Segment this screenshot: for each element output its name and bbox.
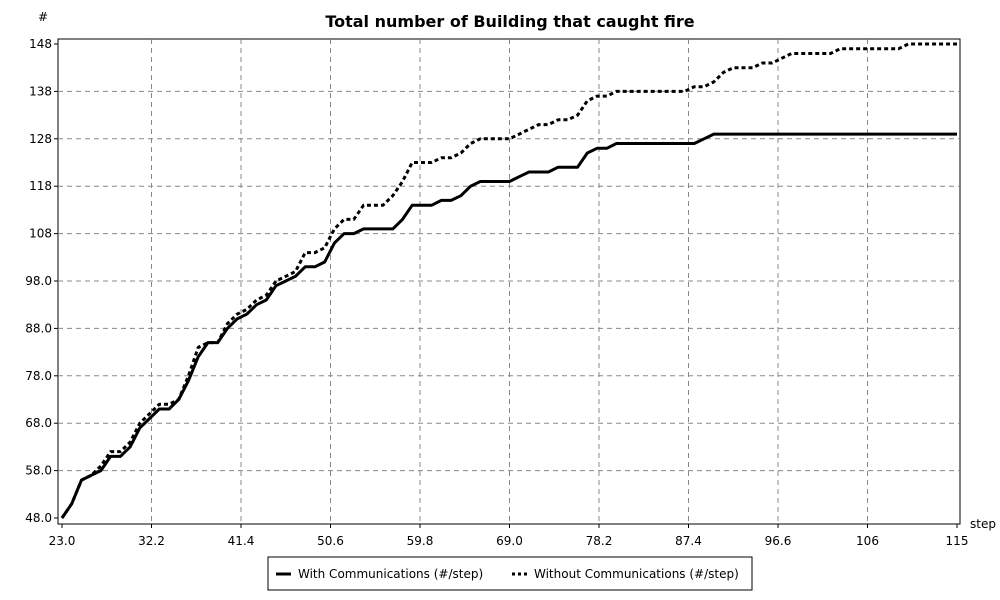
- y-axis-label: #: [38, 10, 48, 24]
- x-tick-label: 41.4: [228, 534, 255, 548]
- x-tick-label: 50.6: [317, 534, 344, 548]
- y-tick-label: 58.0: [25, 464, 52, 478]
- y-tick-label: 128: [29, 132, 52, 146]
- legend: With Communications (#/step) Without Com…: [267, 556, 753, 591]
- chart-title: Total number of Building that caught fir…: [325, 12, 694, 31]
- legend-label-without-communications: Without Communications (#/step): [534, 567, 739, 581]
- legend-label-with-communications: With Communications (#/step): [298, 567, 483, 581]
- x-tick-label: 87.4: [675, 534, 702, 548]
- x-tick-label: 115: [946, 534, 969, 548]
- x-tick-label: 78.2: [586, 534, 613, 548]
- series-line-without-communications: [60, 42, 957, 519]
- y-tick-label: 48.0: [25, 511, 52, 525]
- y-tick-label: 88.0: [25, 321, 52, 335]
- legend-box: [267, 556, 753, 591]
- x-tick-label: 32.2: [138, 534, 165, 548]
- series-lines: [60, 42, 957, 519]
- y-tick-label: 68.0: [25, 416, 52, 430]
- x-axis-label: step: [970, 517, 996, 531]
- y-tick-label: 98.0: [25, 274, 52, 288]
- y-tick-label: 148: [29, 37, 52, 51]
- x-tick-label: 96.6: [765, 534, 792, 548]
- x-tick-label: 69.0: [496, 534, 523, 548]
- y-tick-label: 78.0: [25, 369, 52, 383]
- x-tick-label: 59.8: [407, 534, 434, 548]
- x-tick-label: 106: [856, 534, 879, 548]
- x-tick-label: 23.0: [49, 534, 76, 548]
- y-tick-label: 138: [29, 84, 52, 98]
- y-tick-label: 108: [29, 227, 52, 241]
- y-tick-label: 118: [29, 179, 52, 193]
- grid: [58, 39, 960, 524]
- axis-ticks: 23.0 32.2 41.4 50.6 59.8 69.0 78.2 87.4 96.6 106 1…: [25, 37, 968, 548]
